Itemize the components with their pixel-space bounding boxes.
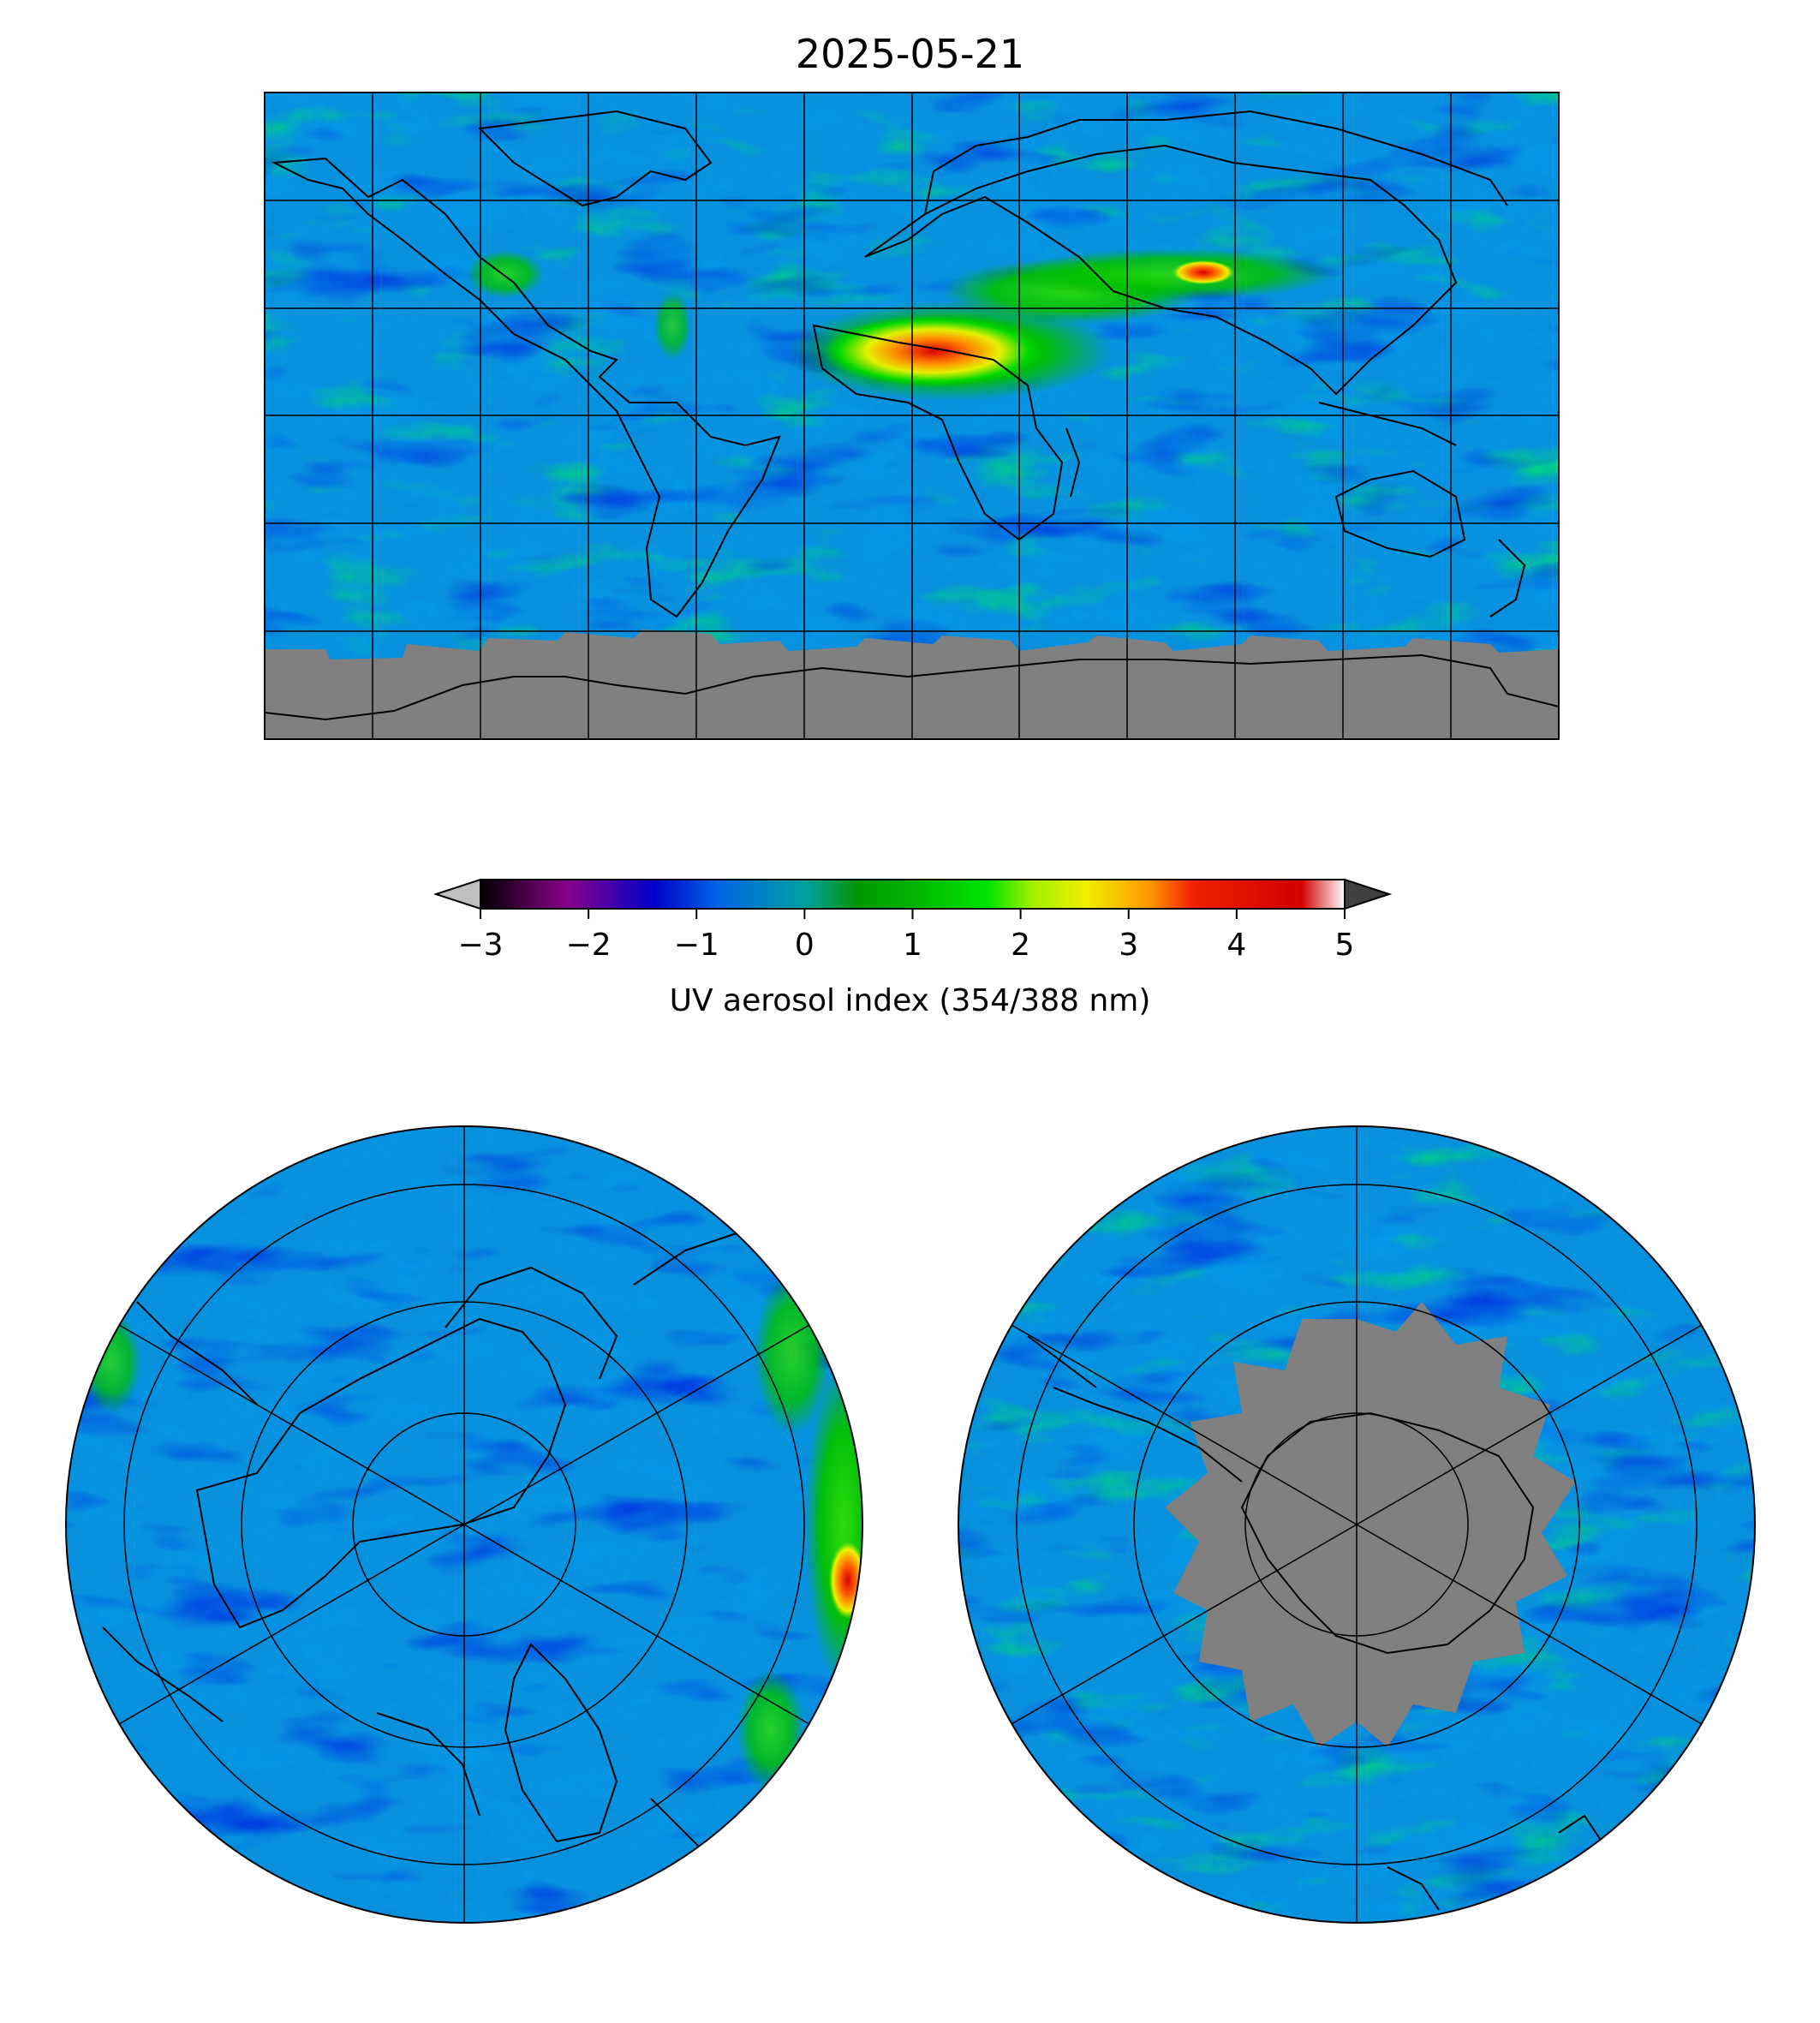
colorbar-tick-label: −2 xyxy=(566,928,612,963)
global-graticule xyxy=(265,92,1559,739)
colorbar-tick-label: 0 xyxy=(795,928,815,963)
colorbar-gradient xyxy=(480,879,1346,910)
north-polar-map xyxy=(66,1126,862,1923)
colorbar-tick-label: 4 xyxy=(1226,928,1246,963)
south-no-data-region xyxy=(1165,1302,1576,1747)
colorbar-tick-label: 3 xyxy=(1119,928,1138,963)
colorbar-label: UV aerosol index (354/388 nm) xyxy=(669,983,1151,1018)
colorbar-over-extension xyxy=(1344,878,1393,910)
colorbar: −3 −2 −1 0 1 2 3 4 5 xyxy=(433,878,1393,963)
global-map-frame xyxy=(264,92,1560,740)
north-polar-frame xyxy=(65,1125,863,1924)
colorbar-tick-label: −3 xyxy=(457,928,503,963)
north-graticule xyxy=(118,1126,810,1923)
colorbar-under-extension xyxy=(433,878,481,910)
figure-title: 2025-05-21 xyxy=(795,31,1025,77)
south-graticule xyxy=(1011,1126,1703,1923)
colorbar-tick-label: 1 xyxy=(903,928,922,963)
colorbar-ticks: −3 −2 −1 0 1 2 3 4 5 xyxy=(457,909,1354,963)
south-polar-map xyxy=(958,1126,1755,1923)
global-coastlines xyxy=(265,110,1559,721)
global-map xyxy=(265,92,1559,739)
south-polar-frame xyxy=(958,1125,1756,1924)
colorbar-tick-label: −1 xyxy=(674,928,719,963)
colorbar-tick-label: 2 xyxy=(1011,928,1030,963)
colorbar-tick-label: 5 xyxy=(1335,928,1355,963)
